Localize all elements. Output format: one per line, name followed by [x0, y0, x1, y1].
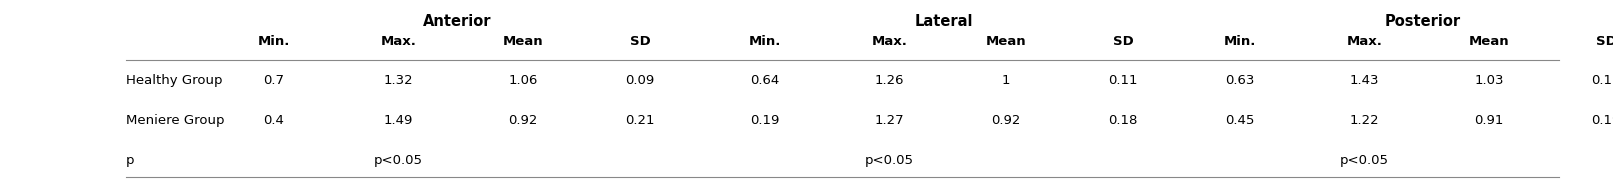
Text: 1.49: 1.49 — [384, 114, 413, 127]
Text: Anterior: Anterior — [423, 14, 492, 29]
Text: Mean: Mean — [503, 35, 544, 48]
Text: Posterior: Posterior — [1386, 14, 1461, 29]
Text: 0.92: 0.92 — [992, 114, 1021, 127]
Text: Max.: Max. — [381, 35, 416, 48]
Text: Min.: Min. — [748, 35, 781, 48]
Text: SD: SD — [1595, 35, 1613, 48]
Text: 1.03: 1.03 — [1474, 74, 1503, 87]
Text: Min.: Min. — [258, 35, 290, 48]
Text: 0.7: 0.7 — [263, 74, 284, 87]
Text: 1.06: 1.06 — [508, 74, 539, 87]
Text: 0.11: 0.11 — [1108, 74, 1137, 87]
Text: p<0.05: p<0.05 — [374, 154, 423, 167]
Text: 1.32: 1.32 — [384, 74, 413, 87]
Text: 0.45: 0.45 — [1226, 114, 1255, 127]
Text: Min.: Min. — [1224, 35, 1257, 48]
Text: 0.18: 0.18 — [1108, 114, 1137, 127]
Text: p<0.05: p<0.05 — [1340, 154, 1389, 167]
Text: 1.43: 1.43 — [1350, 74, 1379, 87]
Text: Lateral: Lateral — [915, 14, 973, 29]
Text: 1.22: 1.22 — [1350, 114, 1379, 127]
Text: 0.09: 0.09 — [626, 74, 655, 87]
Text: Healthy Group: Healthy Group — [126, 74, 223, 87]
Text: Max.: Max. — [871, 35, 908, 48]
Text: p: p — [126, 154, 134, 167]
Text: 0.92: 0.92 — [508, 114, 539, 127]
Text: Meniere Group: Meniere Group — [126, 114, 224, 127]
Text: SD: SD — [629, 35, 650, 48]
Text: 0.21: 0.21 — [626, 114, 655, 127]
Text: Max.: Max. — [1347, 35, 1382, 48]
Text: 0.91: 0.91 — [1474, 114, 1503, 127]
Text: 0.4: 0.4 — [263, 114, 284, 127]
Text: 1: 1 — [1002, 74, 1010, 87]
Text: 0.15: 0.15 — [1592, 74, 1613, 87]
Text: 0.19: 0.19 — [1592, 114, 1613, 127]
Text: Mean: Mean — [1469, 35, 1510, 48]
Text: 0.64: 0.64 — [750, 74, 779, 87]
Text: SD: SD — [1113, 35, 1134, 48]
Text: 1.26: 1.26 — [874, 74, 905, 87]
Text: Mean: Mean — [986, 35, 1026, 48]
Text: p<0.05: p<0.05 — [865, 154, 915, 167]
Text: 1.27: 1.27 — [874, 114, 905, 127]
Text: 0.63: 0.63 — [1226, 74, 1255, 87]
Text: 0.19: 0.19 — [750, 114, 779, 127]
